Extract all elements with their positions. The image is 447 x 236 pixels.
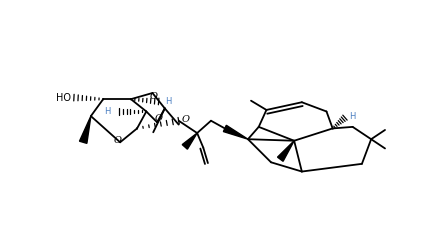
Text: O: O	[150, 92, 158, 101]
Text: H: H	[105, 107, 111, 116]
Text: O: O	[155, 114, 163, 123]
Text: O: O	[114, 136, 122, 145]
Polygon shape	[80, 116, 91, 143]
Text: H: H	[165, 97, 171, 106]
Polygon shape	[278, 141, 294, 161]
Text: HO: HO	[56, 93, 71, 103]
Polygon shape	[224, 125, 248, 139]
Polygon shape	[182, 133, 197, 149]
Text: H: H	[350, 112, 356, 121]
Text: O: O	[182, 115, 190, 124]
